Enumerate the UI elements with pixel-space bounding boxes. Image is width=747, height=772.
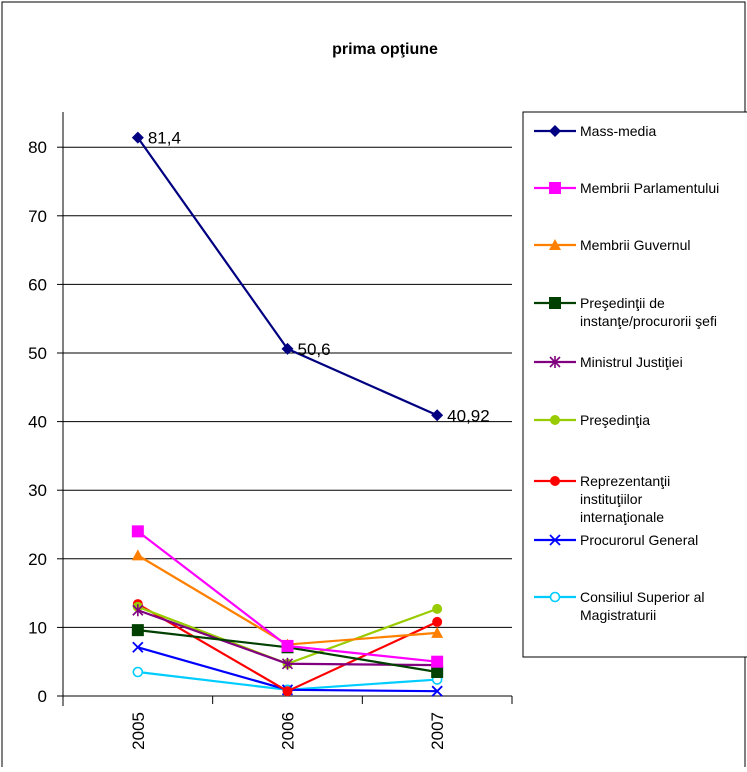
data-point — [431, 665, 444, 678]
legend-item: Mass-media — [534, 123, 656, 139]
y-tick-label: 70 — [28, 207, 47, 226]
legend-item: Ministrul Justiţiei — [534, 354, 683, 370]
legend-marker — [549, 591, 561, 603]
data-point — [431, 626, 444, 638]
data-point — [281, 639, 294, 652]
axes: 0 10 20 30 40 50 60 70 80 2005 2006 2007 — [28, 112, 513, 750]
legend-marker — [550, 415, 560, 425]
data-point — [132, 641, 144, 653]
data-labels: 81,4 50,6 40,92 — [148, 129, 490, 426]
y-tick-label: 40 — [28, 413, 47, 432]
data-point — [431, 685, 443, 697]
data-label: 40,92 — [447, 406, 490, 425]
series-0 — [131, 131, 444, 422]
legend-label: instanţe/procurorii şefi — [580, 313, 717, 329]
data-label: 81,4 — [148, 129, 181, 148]
data-point — [132, 666, 144, 678]
legend-label: Reprezentanţii — [580, 473, 670, 489]
data-label: 50,6 — [298, 340, 331, 359]
legend-label: Preşedinţia — [580, 412, 650, 428]
legend-item: Preşedinţia — [534, 412, 650, 428]
x-tick-label: 2007 — [428, 712, 447, 750]
x-tick-label: 2005 — [129, 712, 148, 750]
legend-marker — [549, 125, 561, 137]
y-tick-label: 30 — [28, 481, 47, 500]
legend-marker — [549, 297, 561, 309]
legend-marker — [550, 476, 560, 486]
legend-label: internaţionale — [580, 509, 664, 525]
legend-marker — [549, 239, 561, 250]
data-point — [281, 657, 294, 670]
data-point — [281, 342, 294, 355]
data-point — [431, 409, 444, 422]
y-tick-label: 80 — [28, 138, 47, 157]
y-tick-label: 0 — [38, 687, 47, 706]
legend-item: Reprezentanţii instituţiilor internaţional… — [534, 473, 670, 525]
legend-label: Magistraturii — [580, 607, 656, 623]
legend-marker — [549, 182, 561, 194]
data-point — [131, 549, 144, 561]
legend-item: Preşedinţii de instanţe/procurorii şefi — [534, 295, 717, 329]
y-tick-label: 10 — [28, 618, 47, 637]
legend: Mass-media Membrii Parlamentului Membrii G… — [522, 111, 747, 658]
y-tick-label: 20 — [28, 550, 47, 569]
y-tick-label: 50 — [28, 344, 47, 363]
legend-item: Procurorul General — [534, 532, 698, 548]
data-point — [132, 604, 144, 617]
series-1 — [131, 525, 444, 668]
legend-item: Membrii Parlamentului — [534, 180, 719, 196]
legend-label: Preşedinţii de — [580, 295, 665, 311]
data-point — [131, 525, 144, 538]
data-point — [282, 686, 293, 697]
data-point — [432, 603, 443, 614]
legend-marker — [549, 534, 561, 546]
data-point — [432, 616, 443, 627]
chart-title: prima opţiune — [332, 41, 438, 58]
legend-label: Consiliul Superior al — [580, 589, 705, 605]
legend-marker — [549, 356, 561, 368]
legend-item: Membrii Guvernul — [534, 237, 690, 253]
x-tick-label: 2006 — [279, 712, 298, 750]
legend-label: Mass-media — [580, 123, 656, 139]
legend-label: Ministrul Justiţiei — [580, 354, 683, 370]
legend-item: Consiliul Superior al Magistraturii — [534, 589, 705, 623]
data-point — [431, 655, 444, 668]
legend-label: instituţiilor — [580, 491, 643, 507]
series-lines — [131, 131, 444, 697]
legend-label: Membrii Parlamentului — [580, 180, 719, 196]
data-point — [131, 624, 144, 637]
data-point — [131, 131, 144, 144]
legend-label: Membrii Guvernul — [580, 237, 690, 253]
legend-box — [522, 111, 747, 658]
y-tick-label: 60 — [28, 275, 47, 294]
legend-label: Procurorul General — [580, 532, 698, 548]
